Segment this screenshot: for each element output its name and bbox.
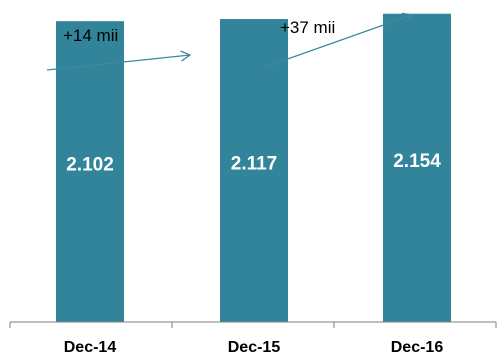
x-axis xyxy=(9,321,497,328)
bars xyxy=(56,13,451,322)
bar-data-label: 2.117 xyxy=(231,154,278,175)
growth-label: +37 mii xyxy=(280,18,335,37)
growth-arrow xyxy=(264,12,414,68)
bar-data-label: 2.154 xyxy=(393,151,441,172)
growth-annotations: +14 mii +37 mii xyxy=(46,12,414,71)
x-tick-label: Dec-14 xyxy=(64,339,117,356)
x-tick-labels: Dec-14 Dec-15 Dec-16 xyxy=(64,339,444,356)
bar-dec-16 xyxy=(383,13,451,322)
bar-dec-14 xyxy=(56,21,124,322)
growth-arrow xyxy=(46,50,192,71)
bar-dec-15 xyxy=(220,19,288,322)
bar-data-labels: 2.102 2.117 2.154 xyxy=(66,151,441,176)
growth-label: +14 mii xyxy=(63,26,118,45)
bar-data-label: 2.102 xyxy=(66,155,114,176)
x-tick-label: Dec-16 xyxy=(391,339,444,356)
x-tick-label: Dec-15 xyxy=(228,339,281,356)
